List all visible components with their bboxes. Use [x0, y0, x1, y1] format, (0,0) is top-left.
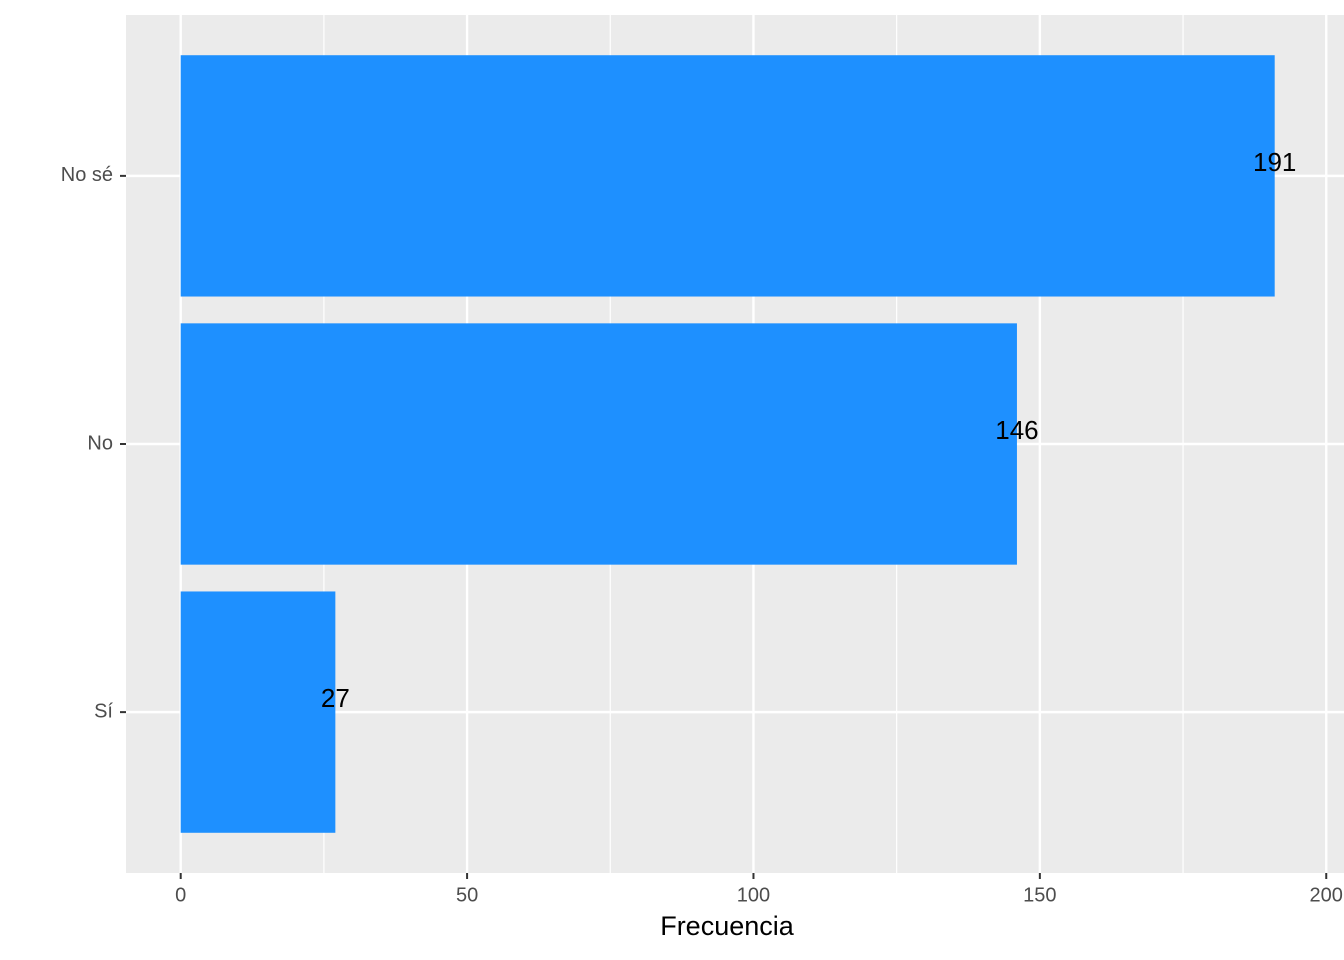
x-axis-label: Frecuencia [660, 911, 795, 941]
bar [180, 591, 336, 833]
value-label: 146 [995, 415, 1038, 445]
bar [180, 55, 1275, 297]
x-tick-label: 200 [1310, 884, 1343, 906]
y-tick-label: No [87, 432, 113, 454]
y-tick-label: Sí [94, 700, 113, 722]
x-tick-label: 150 [1023, 884, 1056, 906]
x-tick-label: 100 [737, 884, 770, 906]
x-tick-label: 50 [456, 884, 478, 906]
value-label: 27 [321, 683, 350, 713]
y-tick-label: No sé [61, 164, 113, 186]
bar [180, 323, 1017, 565]
value-label: 191 [1253, 147, 1296, 177]
x-tick-label: 0 [175, 884, 186, 906]
